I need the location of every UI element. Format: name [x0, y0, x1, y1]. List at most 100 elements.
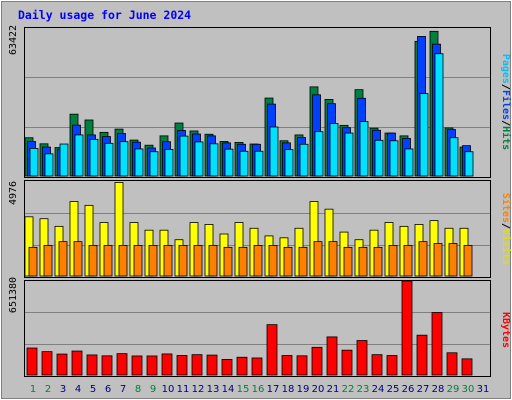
bar-kbytes-day-19: [296, 355, 308, 376]
day-label: 29: [447, 384, 460, 395]
bar-pages-day-25: [389, 140, 399, 177]
bar-pages-day-9: [149, 151, 159, 177]
day-label: 17: [267, 384, 280, 395]
day-label: 1: [30, 384, 36, 395]
day-label: 9: [150, 384, 156, 395]
bar-kbytes-day-2: [41, 351, 53, 376]
day-label: 10: [162, 384, 175, 395]
legend-pages: Pages: [500, 54, 511, 84]
bar-kbytes-day-4: [71, 350, 83, 376]
bar-kbytes-day-20: [311, 346, 323, 376]
bar-kbytes-day-15: [236, 356, 248, 376]
day-label: 30: [462, 384, 475, 395]
day-label: 22: [342, 384, 355, 395]
bar-sites-day-22: [343, 246, 353, 277]
bar-kbytes-day-7: [116, 353, 128, 376]
bar-pages-day-6: [104, 142, 114, 177]
bar-sites-day-25: [388, 245, 398, 277]
hits-ymax-label: 63422: [8, 25, 19, 55]
kbytes-legend: KBytes: [500, 312, 511, 348]
kbytes-ymax-label: 651380: [8, 277, 19, 313]
day-label: 27: [417, 384, 430, 395]
bar-kbytes-day-23: [356, 340, 368, 376]
bar-kbytes-day-22: [341, 349, 353, 376]
bar-sites-day-19: [298, 246, 308, 277]
bar-kbytes-day-26: [401, 280, 413, 376]
bar-sites-day-14: [223, 246, 233, 277]
chart-title: Daily usage for June 2024: [18, 8, 191, 22]
bar-sites-day-16: [253, 245, 263, 277]
day-label: 19: [297, 384, 310, 395]
day-label: 7: [120, 384, 126, 395]
legend-sites: Sites: [500, 193, 512, 223]
bar-sites-day-1: [28, 246, 38, 277]
bar-sites-day-2: [43, 245, 53, 277]
day-label: 18: [282, 384, 295, 395]
legend-files: Files: [500, 90, 512, 120]
bar-pages-day-5: [89, 138, 99, 177]
day-label: 6: [105, 384, 111, 395]
bar-sites-day-24: [373, 246, 383, 277]
bar-pages-day-29: [449, 137, 459, 177]
day-label: 28: [432, 384, 445, 395]
bar-pages-day-1: [29, 148, 39, 177]
bar-kbytes-day-5: [86, 354, 98, 376]
bar-kbytes-day-9: [146, 355, 158, 376]
bar-pages-day-16: [254, 150, 264, 177]
bar-kbytes-day-28: [431, 312, 443, 376]
bar-pages-day-20: [314, 131, 324, 177]
bar-pages-day-2: [44, 153, 54, 177]
bar-sites-day-11: [178, 245, 188, 277]
bar-sites-day-6: [103, 245, 113, 277]
day-label: 8: [135, 384, 141, 395]
day-labels: 1 2 3 4 5 6 7 8 9 10 11 12 13 14 15 16 17 18 19 20 21 22 23 24 2…: [30, 384, 490, 395]
day-label: 24: [372, 384, 385, 395]
bar-pages-day-4: [74, 134, 84, 177]
bar-kbytes-day-17: [266, 324, 278, 376]
bar-pages-day-26: [404, 148, 414, 177]
bar-pages-day-15: [239, 150, 249, 177]
bar-kbytes-day-12: [191, 354, 203, 376]
day-label: 13: [207, 384, 220, 395]
bar-sites-day-26: [403, 245, 413, 277]
bar-pages-day-17: [269, 126, 279, 177]
bar-sites-day-27: [418, 241, 428, 277]
bar-sites-day-5: [88, 245, 98, 277]
bar-sites-day-4: [73, 241, 83, 277]
bar-kbytes-day-1: [26, 347, 38, 376]
bar-sites-day-7: [118, 245, 128, 277]
bars: [24, 30, 474, 376]
bar-sites-day-15: [238, 246, 248, 277]
visits-ymax-label: 4976: [8, 181, 19, 205]
bar-sites-day-21: [328, 241, 338, 277]
bar-pages-day-8: [134, 148, 144, 177]
day-label: 21: [327, 384, 340, 395]
bar-kbytes-day-27: [416, 334, 428, 376]
day-label: 20: [312, 384, 325, 395]
bar-pages-day-28: [434, 53, 444, 177]
bar-sites-day-17: [268, 245, 278, 277]
bar-pages-day-24: [374, 139, 384, 177]
bar-pages-day-30: [464, 151, 474, 177]
legend-hits: Hits: [500, 126, 512, 150]
bar-kbytes-day-11: [176, 355, 188, 376]
bar-sites-day-29: [448, 243, 458, 277]
bar-pages-day-19: [299, 143, 309, 177]
bar-sites-day-9: [148, 245, 158, 277]
bar-pages-day-14: [224, 148, 234, 177]
day-label: 3: [60, 384, 66, 395]
bar-pages-day-27: [419, 93, 429, 177]
day-label: 5: [90, 384, 96, 395]
bar-sites-day-13: [208, 245, 218, 277]
bar-pages-day-18: [284, 149, 294, 177]
bar-sites-day-12: [193, 245, 203, 277]
day-label: 4: [75, 384, 81, 395]
bar-sites-day-3: [58, 241, 68, 277]
bar-sites-day-18: [283, 246, 293, 277]
bar-pages-day-12: [194, 141, 204, 177]
bar-kbytes-day-29: [446, 352, 458, 376]
bar-kbytes-day-18: [281, 355, 293, 376]
day-label: 14: [222, 384, 235, 395]
